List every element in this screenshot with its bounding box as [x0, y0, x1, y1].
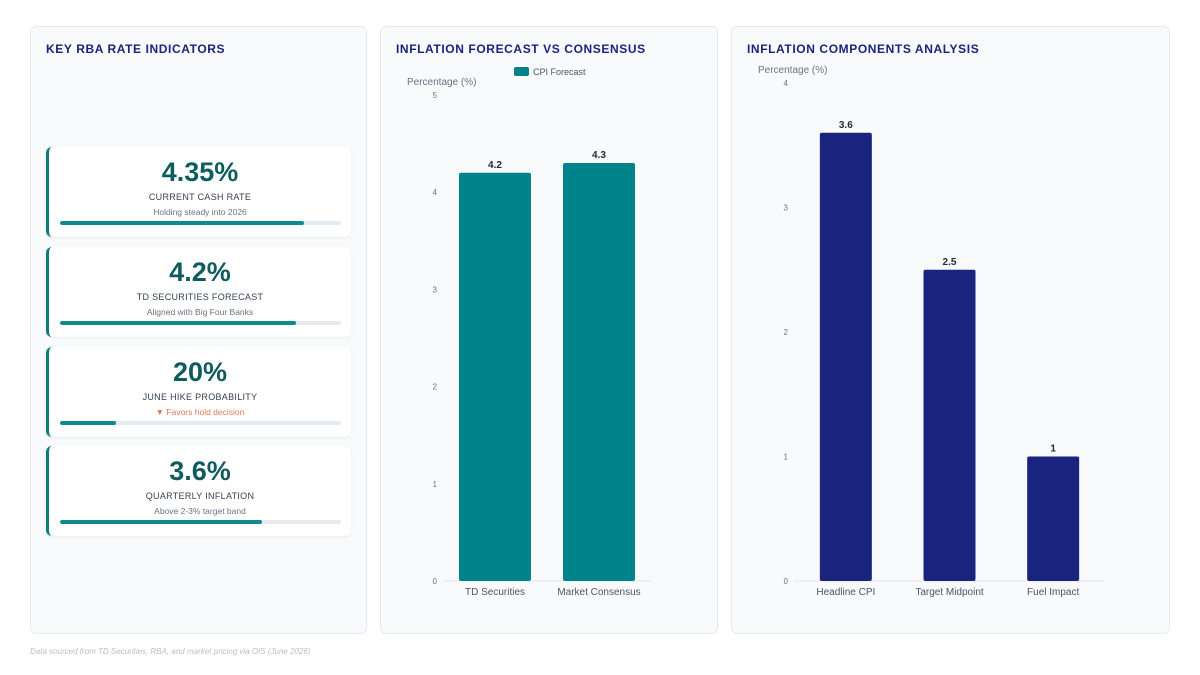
kpi-progress-fill: [60, 421, 117, 425]
data-label: 3.6: [839, 120, 853, 131]
bar: [1027, 456, 1080, 581]
x-tick-label: Market Consensus: [557, 587, 640, 598]
data-label: 2.5: [943, 257, 957, 268]
kpi-value: 4.35%: [161, 157, 239, 187]
kpi-label: QUARTERLY INFLATION: [145, 491, 255, 501]
y-tick-label: 2: [784, 328, 789, 337]
x-tick-label: TD Securities: [465, 587, 525, 598]
forecast-chart-title: INFLATION FORECAST VS CONSENSUS: [396, 42, 646, 56]
kpi-value: 4.2%: [169, 257, 231, 287]
kpi-card-cash-rate: 4.35% CURRENT CASH RATE Holding steady i…: [46, 147, 351, 237]
kpi-card-quarterly-inflation: 3.6% QUARTERLY INFLATION Above 2-3% targ…: [46, 446, 351, 536]
kpi-progress-fill: [60, 321, 297, 325]
y-tick-label: 0: [784, 577, 789, 586]
legend-swatch: [514, 67, 529, 76]
kpi-value: 20%: [172, 357, 228, 387]
y-tick-label: 5: [433, 91, 438, 100]
data-label: 1: [1050, 444, 1056, 455]
kpi-card-hike-probability: 20% JUNE HIKE PROBABILITY ▼ Favors hold …: [46, 347, 351, 437]
kpi-label: CURRENT CASH RATE: [148, 192, 252, 202]
kpi-value: 3.6%: [169, 456, 231, 486]
kpi-panel: KEY RBA RATE INDICATORS 4.35% CURRENT CA…: [30, 26, 367, 634]
kpi-panel-title: KEY RBA RATE INDICATORS: [46, 42, 226, 56]
kpi-progress-track: [60, 520, 341, 524]
bar: [819, 132, 872, 582]
kpi-subtext-alert: ▼ Favors hold decision: [155, 407, 245, 417]
kpi-progress-track: [60, 321, 341, 325]
data-label: 4.2: [488, 160, 502, 171]
y-tick-label: 3: [433, 285, 438, 294]
components-chart-panel: INFLATION COMPONENTS ANALYSIS Percentage…: [731, 26, 1170, 634]
kpi-progress-track: [60, 421, 341, 425]
y-tick-label: 1: [433, 480, 438, 489]
y-tick-label: 3: [784, 204, 789, 213]
y-axis-title: Percentage (%): [407, 77, 476, 88]
kpi-progress-track: [60, 221, 341, 225]
legend-label: CPI Forecast: [533, 67, 586, 77]
source-note: Data sourced from TD Securities, RBA, an…: [30, 647, 311, 656]
bar: [563, 163, 635, 582]
y-tick-label: 4: [784, 79, 789, 88]
components-bar-chart: Percentage (%) 0 1 2 3 4 3.6 Headline CPI 2.5 Tar…: [758, 65, 1105, 598]
kpi-label: TD SECURITIES FORECAST: [136, 292, 264, 302]
x-tick-label: Target Midpoint: [915, 587, 984, 598]
x-tick-label: Headline CPI: [816, 587, 875, 598]
data-label: 4.3: [592, 150, 606, 161]
kpi-progress-fill: [60, 520, 263, 524]
forecast-bar-chart: Percentage (%) 0 1 2 3 4 5 CPI Forecast 4.2 TD Se…: [407, 67, 651, 598]
kpi-subtext: Above 2-3% target band: [154, 506, 246, 516]
y-tick-label: 2: [433, 383, 438, 392]
kpi-subtext: Holding steady into 2026: [153, 207, 247, 217]
y-axis-title: Percentage (%): [758, 65, 827, 76]
bar: [923, 269, 976, 581]
y-tick-label: 4: [433, 188, 438, 197]
kpi-subtext: Aligned with Big Four Banks: [146, 307, 254, 317]
kpi-card-td-forecast: 4.2% TD SECURITIES FORECAST Aligned with…: [46, 247, 351, 337]
kpi-progress-fill: [60, 221, 305, 225]
x-tick-label: Fuel Impact: [1027, 587, 1079, 598]
components-chart-title: INFLATION COMPONENTS ANALYSIS: [747, 42, 980, 56]
bar: [459, 172, 531, 581]
y-tick-label: 0: [433, 577, 438, 586]
forecast-chart-panel: INFLATION FORECAST VS CONSENSUS Percenta…: [380, 26, 718, 634]
y-tick-label: 1: [784, 453, 789, 462]
kpi-label: JUNE HIKE PROBABILITY: [142, 392, 258, 402]
